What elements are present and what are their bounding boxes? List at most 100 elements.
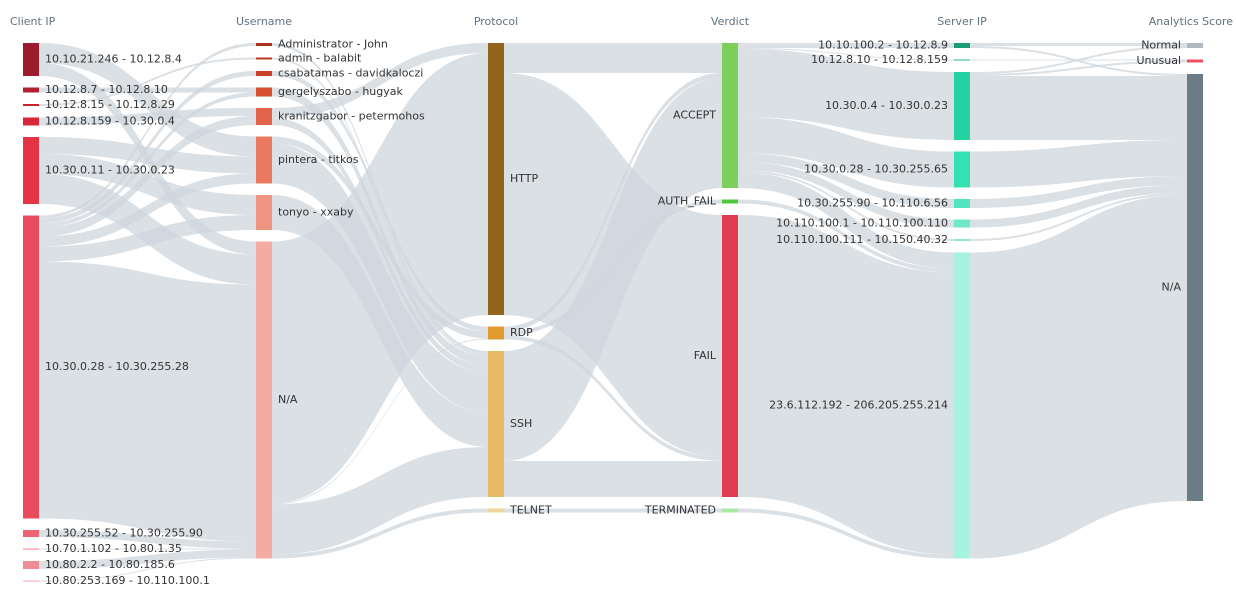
link [970,43,1187,46]
link [970,46,1187,74]
link [504,335,722,461]
node-label: 23.6.112.192 - 206.205.255.214 [769,399,948,412]
node-label: N/A [278,393,298,406]
node-label: 10.80.2.2 - 10.80.185.6 [45,558,175,571]
link [39,215,256,262]
node-label: 10.10.21.246 - 10.12.8.4 [45,53,182,66]
link [39,92,256,228]
node [256,57,272,60]
column-title: Verdict [711,15,750,28]
node [488,326,504,340]
link [272,43,488,118]
link [738,162,954,228]
link [738,43,954,48]
node [488,43,504,315]
link [39,557,256,582]
node [256,108,272,125]
node [23,87,39,93]
node [954,199,970,208]
node-label: 10.12.8.10 - 10.12.8.159 [811,53,948,66]
column-title: Client IP [10,15,56,28]
link [39,43,256,219]
node-label: Administrator - John [278,38,388,51]
node [23,580,39,582]
link [504,508,722,513]
node-label: HTTP [510,172,539,185]
link [738,49,954,140]
node-label: ACCEPT [673,109,716,122]
node-label: 10.10.100.2 - 10.12.8.9 [818,39,948,52]
node [954,43,970,48]
node [256,241,272,559]
node [954,72,970,140]
node [1187,74,1203,501]
node [954,151,970,188]
node-label: 10.30.0.4 - 10.30.0.23 [825,99,948,112]
link [39,71,256,224]
node-label: Unusual [1137,54,1182,67]
link [970,185,1187,228]
node [256,136,272,184]
node-label: 10.70.1.102 - 10.80.1.35 [45,542,182,555]
node-label: 10.80.253.169 - 10.110.100.1 [45,574,210,587]
link [272,338,488,505]
node [256,71,272,76]
link [738,48,954,61]
link [738,153,954,208]
link [272,508,488,559]
link [272,447,488,555]
node-label: tonyo - xxaby [278,206,354,219]
column-title: Protocol [474,15,518,28]
node [722,508,738,513]
link [39,173,256,247]
column-title: Username [236,15,292,28]
node-label: 10.30.0.11 - 10.30.0.23 [45,164,175,177]
link [504,43,722,73]
node-label: 10.12.8.7 - 10.12.8.10 [45,83,168,96]
link [39,530,256,549]
node [23,137,39,204]
link [738,170,954,241]
node-label: csabatamas - davidkaloczi [278,67,423,80]
node [23,117,39,126]
link [970,193,1187,241]
link [39,137,256,174]
node-label: RDP [510,326,533,339]
node [722,215,738,497]
node [954,239,970,241]
link [39,57,256,106]
link [504,461,722,497]
node-label: 10.12.8.15 - 10.12.8.29 [45,98,175,111]
node [1187,59,1203,63]
column-title: Analytics Score [1149,15,1233,28]
node-label: 10.12.8.159 - 10.30.0.4 [45,115,175,128]
link [970,195,1187,559]
link [970,76,1187,140]
nodes: 10.10.21.246 - 10.12.8.4 10.12.8.7 - 10.1… [23,38,1203,587]
link [272,53,488,504]
node-label: N/A [1162,281,1182,294]
column-title: Server IP [937,15,987,28]
node [256,195,272,230]
node [722,43,738,188]
node-label: 10.30.0.28 - 10.30.255.65 [804,163,948,176]
link [738,199,954,273]
node-label: Normal [1141,39,1181,52]
node [488,508,504,513]
node-label: TERMINATED [644,504,716,517]
node-label: SSH [510,417,532,430]
node [23,561,39,569]
link [738,117,954,188]
node-label: AUTH_FAIL [658,195,717,208]
node [23,548,39,550]
node [23,43,39,76]
node [23,215,39,519]
link [39,549,256,569]
node [256,43,272,46]
link [738,508,954,559]
link [738,215,954,555]
node [954,59,970,61]
node [722,199,738,204]
node [954,252,970,559]
